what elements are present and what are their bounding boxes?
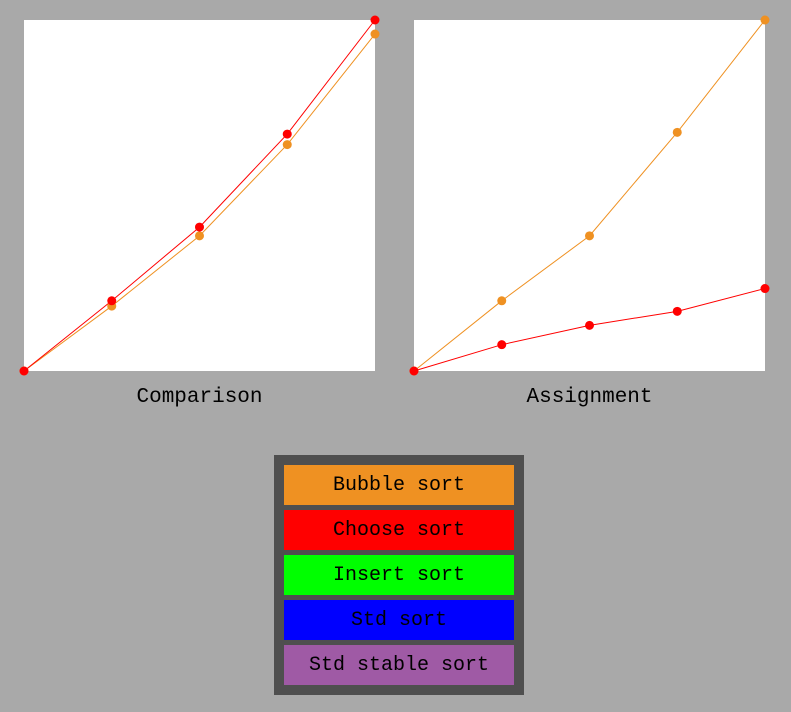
- assignment-bubble-sort-point-4: [760, 15, 770, 25]
- legend-item-insert-sort[interactable]: Insert sort: [284, 555, 514, 595]
- comparison-choose-sort-point-2: [195, 222, 204, 232]
- assignment-chart: [409, 15, 770, 376]
- assignment-bubble-sort-line: [413, 19, 766, 372]
- legend-item-std-stable-sort[interactable]: Std stable sort: [284, 645, 514, 685]
- comparison-chart: [19, 15, 380, 376]
- legend-item-bubble-sort[interactable]: Bubble sort: [284, 465, 514, 505]
- comparison-bubble-sort-point-4: [370, 29, 380, 39]
- comparison-bubble-sort-point-3: [282, 140, 292, 150]
- comparison-choose-sort-point-1: [107, 296, 117, 306]
- assignment-choose-sort-point-4: [760, 284, 770, 294]
- assignment-choose-sort-point-2: [585, 320, 594, 330]
- comparison-bubble-sort-point-2: [195, 231, 204, 241]
- assignment-caption: Assignment: [526, 386, 653, 409]
- comparison-choose-sort-line: [23, 19, 376, 372]
- comparison-choose-sort-point-3: [282, 129, 292, 139]
- legend-panel: Bubble sort Choose sort Insert sort Std …: [274, 455, 524, 695]
- legend-item-std-sort[interactable]: Std sort: [284, 600, 514, 640]
- comparison-choose-sort-point-0: [19, 366, 29, 376]
- assignment-choose-sort-point-0: [409, 366, 419, 376]
- assignment-choose-sort-point-1: [497, 340, 507, 350]
- assignment-choose-sort-point-3: [672, 306, 682, 316]
- assignment-bubble-sort-point-1: [497, 296, 507, 306]
- comparison-choose-sort-point-4: [370, 15, 380, 25]
- legend-item-choose-sort[interactable]: Choose sort: [284, 510, 514, 550]
- assignment-bubble-sort-point-2: [585, 231, 594, 241]
- comparison-caption: Comparison: [136, 386, 263, 409]
- comparison-bubble-sort-line: [23, 33, 376, 372]
- assignment-bubble-sort-point-3: [672, 127, 682, 137]
